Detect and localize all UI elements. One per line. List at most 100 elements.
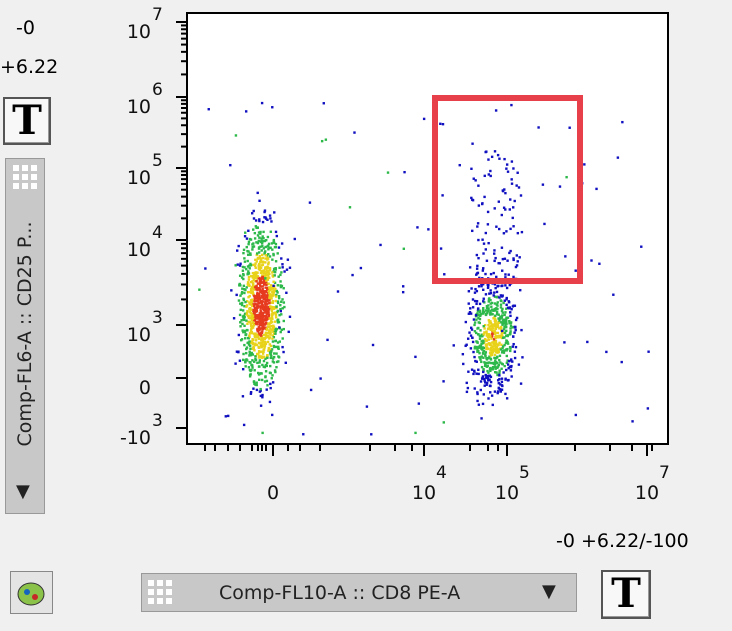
- event-dot: [499, 348, 503, 351]
- event-dot: [255, 253, 258, 257]
- event-dot: [465, 381, 468, 385]
- event-dot: [277, 275, 280, 278]
- event-dot: [500, 329, 504, 333]
- event-dot: [502, 321, 506, 325]
- event-dot: [268, 267, 272, 270]
- event-dot: [504, 276, 507, 279]
- event-dot: [513, 356, 517, 360]
- event-dot: [248, 310, 252, 313]
- event-dot: [494, 362, 498, 365]
- x-axis-selector[interactable]: Comp-FL10-A :: CD8 PE-A ▼: [141, 573, 577, 612]
- event-dot: [241, 287, 244, 290]
- event-dot: [271, 360, 275, 363]
- event-dot: [537, 126, 540, 129]
- event-dot: [256, 361, 259, 365]
- event-dot: [282, 350, 285, 354]
- event-dot: [490, 361, 493, 365]
- event-dot: [274, 260, 278, 263]
- event-dot: [501, 346, 504, 350]
- event-dot: [482, 356, 485, 359]
- event-dot: [496, 351, 499, 354]
- color-map-button[interactable]: [10, 571, 53, 614]
- event-dot: [275, 328, 278, 331]
- event-dot: [490, 335, 494, 338]
- event-dot: [568, 126, 571, 129]
- event-dot: [503, 364, 506, 368]
- event-dot: [488, 384, 492, 387]
- text-button[interactable]: T: [601, 570, 651, 619]
- event-dot: [264, 303, 267, 307]
- event-dot: [252, 209, 255, 213]
- event-dot: [269, 344, 273, 348]
- event-dot: [509, 198, 512, 201]
- gate[interactable]: [432, 95, 583, 284]
- event-dot: [417, 402, 421, 405]
- event-dot: [492, 309, 495, 312]
- event-dot: [256, 282, 260, 285]
- event-dot: [271, 357, 275, 360]
- event-dot: [256, 335, 259, 338]
- event-dot: [510, 103, 513, 107]
- event-dot: [239, 325, 242, 328]
- event-dot: [492, 343, 496, 346]
- event-dot: [274, 329, 277, 332]
- event-dot: [261, 285, 264, 288]
- event-dot: [497, 200, 501, 203]
- event-dot: [497, 321, 501, 324]
- event-dot: [485, 150, 488, 153]
- event-dot: [277, 320, 281, 324]
- event-dot: [238, 313, 242, 317]
- event-dot: [477, 238, 480, 242]
- event-dot: [541, 183, 545, 186]
- event-dot: [485, 376, 488, 380]
- event-dot: [257, 326, 260, 329]
- event-dot: [264, 336, 267, 339]
- event-dot: [280, 242, 284, 245]
- event-dot: [239, 302, 242, 305]
- event-dot: [476, 222, 480, 225]
- event-dot: [255, 333, 259, 336]
- event-dot: [646, 407, 650, 410]
- event-dot: [462, 362, 465, 366]
- event-dot: [497, 317, 500, 320]
- event-dot: [473, 291, 477, 294]
- event-dot: [253, 285, 257, 289]
- event-dot: [259, 285, 262, 288]
- event-dot: [261, 315, 265, 319]
- event-dot: [493, 150, 497, 153]
- event-dot: [511, 360, 514, 363]
- event-dot: [471, 306, 475, 309]
- event-dot: [271, 340, 275, 343]
- event-dot: [520, 328, 523, 332]
- event-dot: [520, 230, 524, 234]
- y-axis-selector[interactable]: Comp-FL6-A :: CD25 P... ▼: [5, 158, 45, 514]
- event-dot: [274, 299, 277, 303]
- event-dot: [254, 225, 258, 228]
- event-dot: [265, 238, 268, 242]
- text-button[interactable]: T: [3, 97, 51, 145]
- event-dot: [515, 316, 519, 320]
- event-dot: [239, 294, 242, 297]
- event-dot: [264, 309, 267, 312]
- event-dot: [482, 297, 485, 300]
- event-dot: [272, 252, 275, 256]
- event-dot: [251, 280, 254, 283]
- y-tick-label: 10: [127, 167, 151, 189]
- event-dot: [486, 310, 490, 313]
- event-dot: [493, 291, 496, 294]
- event-dot: [491, 365, 495, 369]
- event-dot: [269, 230, 273, 233]
- event-dot: [260, 316, 263, 320]
- event-dot: [266, 278, 270, 281]
- event-dot: [286, 258, 290, 261]
- event-dot: [416, 226, 419, 229]
- event-dot: [479, 329, 482, 332]
- event-dot: [473, 345, 477, 349]
- event-dot: [261, 431, 264, 435]
- event-dot: [507, 360, 511, 363]
- event-dot: [482, 346, 486, 350]
- event-dot: [480, 365, 484, 369]
- event-dot: [475, 331, 478, 335]
- event-dot: [471, 298, 475, 301]
- event-dot: [272, 355, 276, 359]
